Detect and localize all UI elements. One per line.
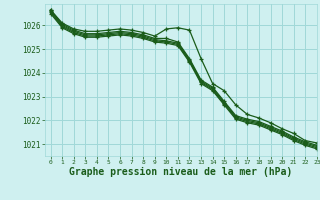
X-axis label: Graphe pression niveau de la mer (hPa): Graphe pression niveau de la mer (hPa) [69,167,292,177]
